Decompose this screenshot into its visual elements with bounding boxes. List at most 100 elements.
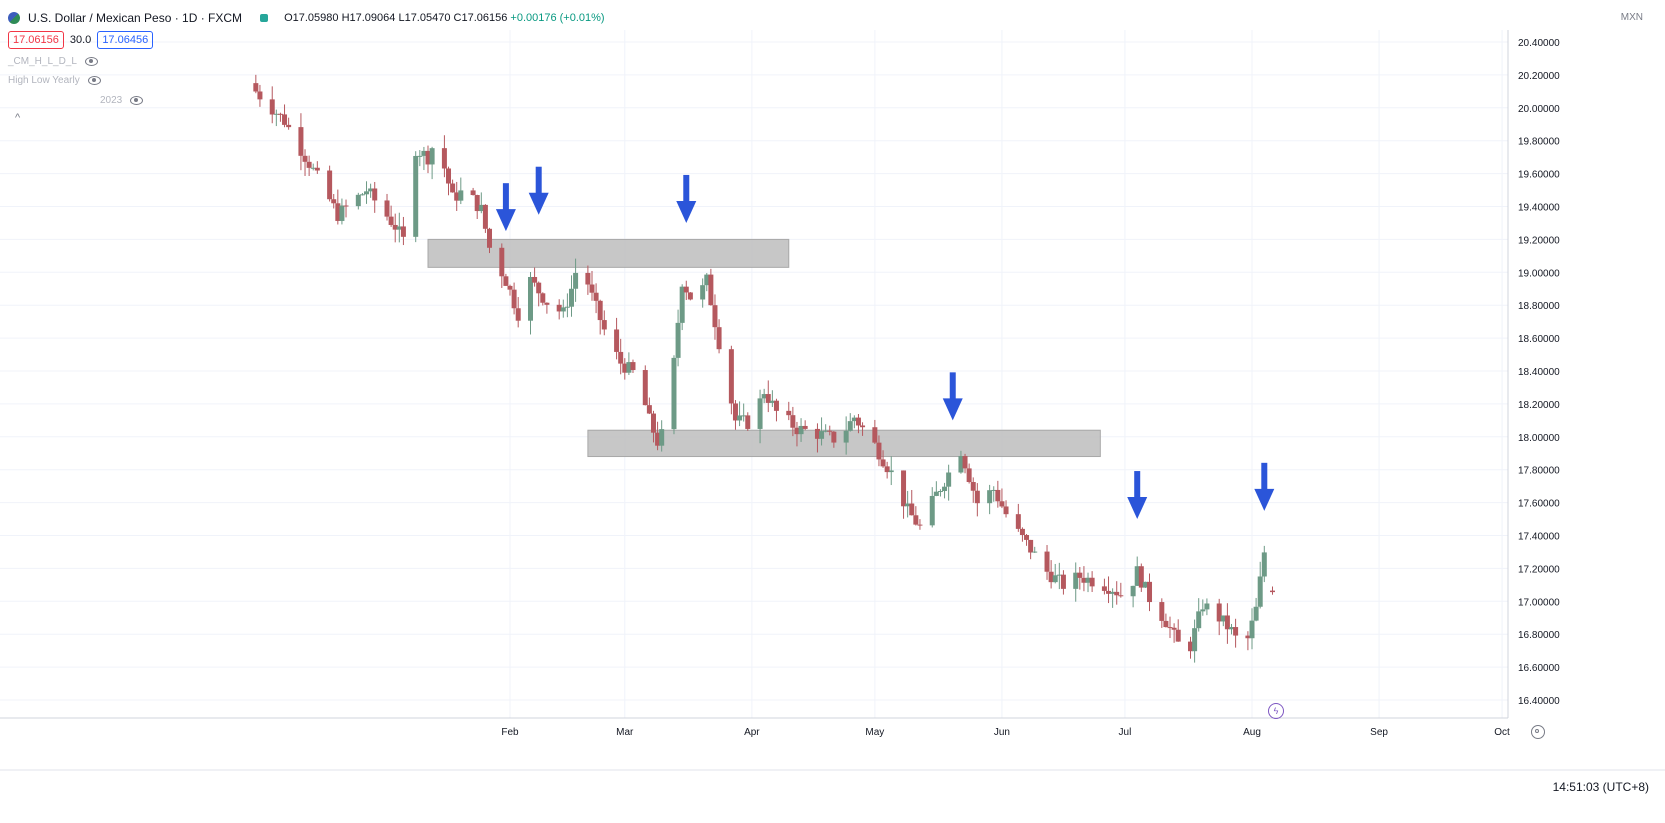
candle-body — [1233, 627, 1239, 636]
candle-body — [1163, 620, 1169, 628]
x-tick-label: Jul — [1119, 727, 1132, 738]
candle-body — [999, 501, 1005, 507]
eye-icon[interactable] — [130, 96, 144, 105]
candle-body — [942, 486, 948, 492]
symbol-title[interactable]: U.S. Dollar / Mexican Peso · 1D · FXCM — [28, 11, 243, 25]
candle-body — [700, 285, 706, 300]
candle-body — [687, 292, 693, 300]
candle-body — [532, 276, 538, 283]
x-tick-label: Mar — [616, 727, 634, 738]
ohlc-change: +0.00176 (+0.01%) — [510, 12, 605, 24]
candle-body — [876, 442, 882, 460]
candle-body — [913, 515, 919, 525]
candle-body — [515, 308, 521, 321]
candle-body — [1024, 535, 1030, 540]
indicator-row[interactable]: _CM_H_L_D_L — [8, 56, 98, 67]
x-tick-label: Sep — [1370, 727, 1388, 738]
candle-body — [860, 425, 866, 428]
candle-body — [905, 503, 911, 507]
candle-body — [556, 304, 562, 312]
arrow-head — [1127, 497, 1148, 520]
candle-body — [1175, 629, 1181, 642]
candle-body — [277, 113, 283, 115]
candle-body — [589, 284, 595, 293]
candle-body — [831, 431, 837, 443]
candle-body — [1249, 620, 1255, 639]
candle-body — [593, 292, 599, 301]
candle-body — [1085, 577, 1091, 583]
candle-body — [331, 199, 337, 204]
chevron-up-icon[interactable]: ^ — [15, 112, 21, 124]
candle-body — [769, 400, 775, 403]
sell-button[interactable]: 17.06156 — [8, 31, 64, 49]
candle-body — [765, 394, 771, 403]
y-tick-label: 17.40000 — [1518, 532, 1560, 543]
ohlc-close: C17.06156 — [453, 12, 508, 24]
eye-icon[interactable] — [84, 57, 98, 66]
down-arrow-icon — [528, 166, 549, 215]
y-tick-label: 19.60000 — [1518, 170, 1560, 181]
axes: 20.40000 20.20000 20.00000 19.80000 19.60000… — [0, 30, 1665, 771]
candle-body — [966, 468, 972, 483]
x-tick-label: Oct — [1494, 727, 1510, 738]
arrow-head — [528, 192, 549, 215]
down-arrow-icon — [495, 183, 516, 232]
down-arrow-icon — [1254, 462, 1275, 511]
arrow-head — [495, 209, 516, 232]
candle-body — [355, 194, 361, 207]
candle-body — [1204, 603, 1210, 610]
candle-body — [372, 188, 378, 201]
candle-body — [614, 329, 620, 352]
y-tick-label: 16.80000 — [1518, 630, 1560, 641]
candle-body — [474, 195, 480, 212]
candle-body — [511, 289, 517, 309]
candle-body — [650, 413, 656, 433]
candle-body — [974, 490, 980, 504]
candle-body — [368, 188, 374, 192]
eye-icon[interactable] — [87, 76, 101, 85]
candle-body — [872, 427, 878, 443]
currency-label[interactable]: MXN — [1620, 12, 1643, 23]
candle-body — [327, 170, 333, 200]
candle-body — [1159, 602, 1165, 621]
y-tick-label: 18.20000 — [1518, 400, 1560, 411]
x-tick-label: Aug — [1243, 727, 1261, 738]
y-tick-label: 20.40000 — [1518, 38, 1560, 49]
candle-body — [1106, 590, 1112, 594]
candle-body — [618, 351, 624, 364]
candle-body — [282, 114, 288, 125]
candle-body — [425, 150, 431, 165]
candle-body — [847, 421, 853, 431]
candle-body — [384, 200, 390, 217]
candle-body — [1060, 574, 1066, 589]
candle-body — [1032, 551, 1038, 553]
y-tick-label: 20.00000 — [1518, 104, 1560, 115]
candle-body — [671, 357, 677, 430]
candle-body — [527, 276, 533, 321]
candle-body — [1019, 528, 1025, 536]
candle-body — [901, 470, 907, 507]
indicator-row[interactable]: 2023 — [100, 95, 144, 106]
candle-body — [1015, 514, 1021, 529]
candle-body — [843, 430, 849, 443]
candle-body — [597, 300, 603, 321]
candle-body — [642, 370, 648, 406]
y-tick-label: 17.60000 — [1518, 499, 1560, 510]
buy-button[interactable]: 17.06456 — [97, 31, 154, 49]
grid — [0, 30, 1508, 718]
candle-body — [757, 398, 763, 429]
indicator-row[interactable]: High Low Yearly — [8, 75, 101, 86]
bolt-icon[interactable]: ϟ — [1268, 703, 1284, 719]
candle-body — [1118, 595, 1124, 597]
candle-body — [1269, 590, 1275, 593]
x-tick-label: May — [865, 727, 884, 738]
candle-body — [396, 226, 402, 230]
y-tick-label: 18.00000 — [1518, 433, 1560, 444]
candle-body — [364, 191, 370, 195]
gear-icon[interactable] — [1531, 725, 1545, 739]
clock[interactable]: 14:51:03 (UTC+8) — [1552, 780, 1649, 794]
down-arrow-icon — [676, 174, 697, 223]
arrow-head — [1254, 488, 1275, 511]
spread-value: 30.0 — [69, 34, 92, 46]
